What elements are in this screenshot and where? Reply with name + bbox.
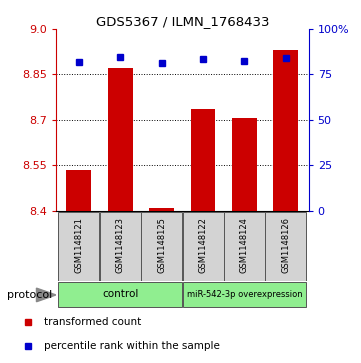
Text: control: control <box>102 289 138 299</box>
Title: GDS5367 / ILMN_1768433: GDS5367 / ILMN_1768433 <box>96 15 269 28</box>
Text: protocol: protocol <box>7 290 52 300</box>
Polygon shape <box>36 288 56 302</box>
Bar <box>265 212 306 281</box>
Bar <box>100 212 141 281</box>
Bar <box>273 50 298 211</box>
Text: GSM1148126: GSM1148126 <box>281 217 290 273</box>
Bar <box>141 212 182 281</box>
Text: GSM1148124: GSM1148124 <box>240 217 249 273</box>
Text: miR-542-3p overexpression: miR-542-3p overexpression <box>187 290 302 299</box>
Bar <box>149 208 174 211</box>
Text: transformed count: transformed count <box>44 317 142 327</box>
Bar <box>183 212 223 281</box>
Text: GSM1148123: GSM1148123 <box>116 217 125 273</box>
Bar <box>183 282 306 307</box>
Text: GSM1148121: GSM1148121 <box>74 217 83 273</box>
Text: GSM1148125: GSM1148125 <box>157 217 166 273</box>
Text: percentile rank within the sample: percentile rank within the sample <box>44 341 220 351</box>
Bar <box>108 68 132 211</box>
Bar <box>232 118 257 211</box>
Bar <box>224 212 265 281</box>
Bar <box>58 282 182 307</box>
Bar <box>58 212 99 281</box>
Bar <box>66 170 91 211</box>
Bar <box>191 109 216 211</box>
Text: GSM1148122: GSM1148122 <box>199 217 208 273</box>
